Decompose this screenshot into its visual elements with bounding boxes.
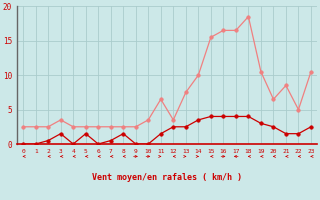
X-axis label: Vent moyen/en rafales ( km/h ): Vent moyen/en rafales ( km/h ) (92, 173, 242, 182)
